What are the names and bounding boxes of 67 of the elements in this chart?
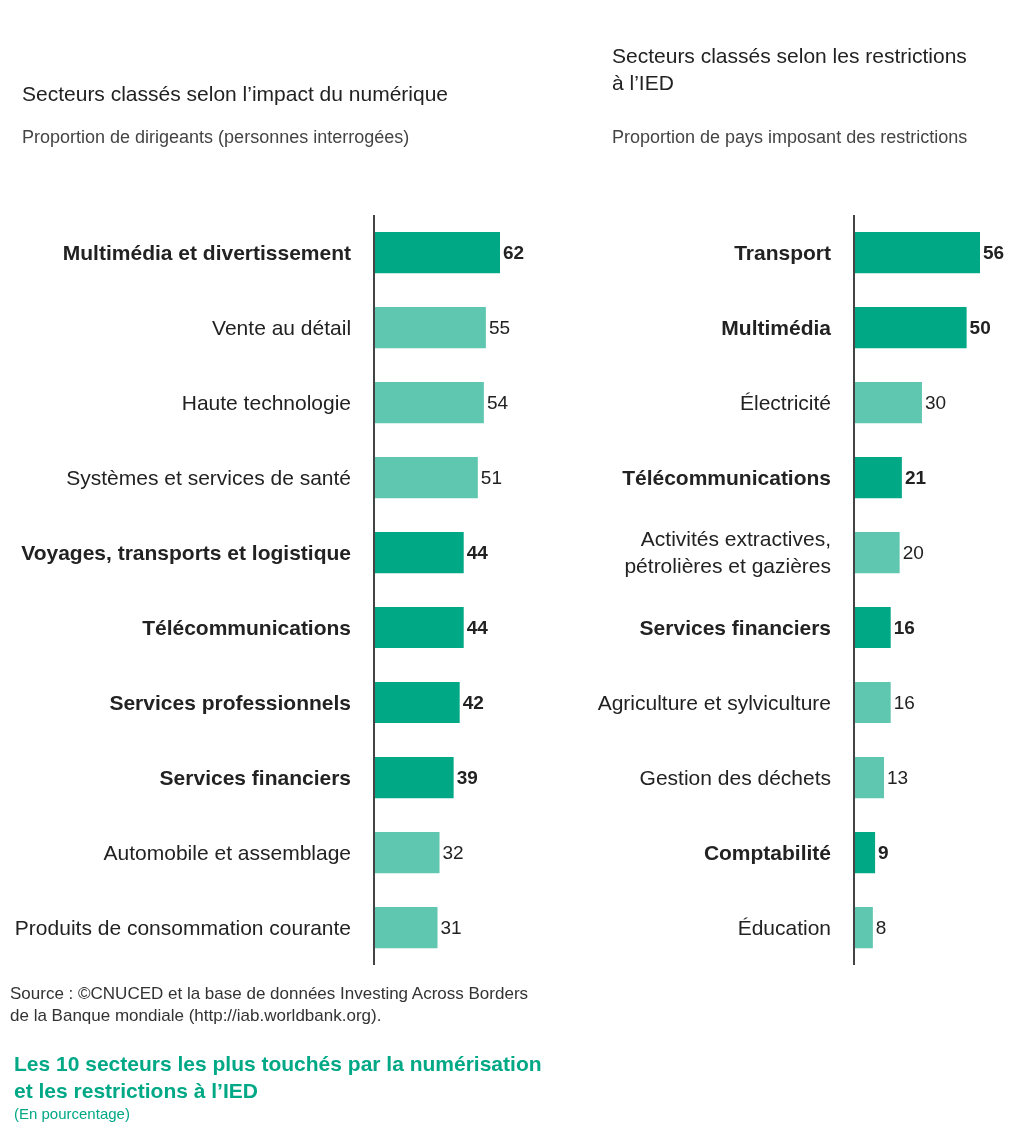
data-label: 50 <box>969 317 991 339</box>
bar <box>855 531 900 574</box>
y-tick-label: Produits de consommation courante <box>14 915 352 939</box>
bar <box>855 306 967 349</box>
y-tick-label: Services financiers <box>159 765 352 789</box>
data-label: 9 <box>878 842 889 864</box>
y-tick-label: Multimédia <box>721 315 832 339</box>
bar <box>855 906 873 949</box>
data-label: 54 <box>486 392 509 414</box>
chart-title: Secteurs classés selon les restrictions à l’IED <box>612 44 967 95</box>
bar <box>375 456 478 499</box>
y-tick-label: Automobile et assemblage <box>103 840 352 864</box>
bar <box>375 681 460 724</box>
y-tick-label: Éducation <box>737 915 832 939</box>
bar <box>375 756 454 799</box>
data-label: 30 <box>924 392 947 414</box>
data-label: 51 <box>480 467 502 489</box>
y-tick-label: Télécommunications <box>622 465 832 489</box>
data-label: 13 <box>887 767 909 789</box>
bar <box>375 906 438 949</box>
bar <box>855 456 902 499</box>
bar <box>375 306 486 349</box>
data-label: 56 <box>983 242 1005 264</box>
y-tick-label: Services financiers <box>639 615 832 639</box>
bar <box>855 231 980 274</box>
bar <box>855 756 885 799</box>
data-label: 55 <box>488 317 511 339</box>
data-label: 31 <box>440 917 462 939</box>
data-label: 20 <box>902 542 924 564</box>
chart-subtitle: Proportion de pays imposant des restrictions <box>612 127 968 147</box>
data-label: 44 <box>466 617 489 638</box>
bar <box>375 381 484 424</box>
y-tick-label: Comptabilité <box>703 840 832 864</box>
data-label: 21 <box>904 467 927 489</box>
y-tick-label: Multimédia et divertissement <box>62 240 352 264</box>
y-tick-label: Voyages, transports et logistique <box>21 540 352 564</box>
y-tick-label: Vente au détail <box>212 315 352 339</box>
bar <box>375 606 464 649</box>
data-label: 62 <box>503 242 525 264</box>
data-label: 39 <box>456 767 478 789</box>
text: Les 10 secteurs les plus touchés par la numérisation et les restrictions à l’IED <box>14 1052 542 1103</box>
y-tick-label: Transport <box>734 240 832 264</box>
y-tick-label: Électricité <box>740 390 832 414</box>
source-note: Source : ©CNUCED et la base de données Investing Across Borders de la Banque mondiale (http://iab.worldbank.org). <box>10 984 529 1026</box>
chart-title: Secteurs classés selon l’impact du numérique <box>22 82 449 105</box>
data-label: 16 <box>893 692 915 713</box>
data-label: 32 <box>442 842 464 864</box>
y-tick-label: Télécommunications <box>142 615 352 639</box>
y-tick-label: Activités extractives, pétrolières et gazières <box>624 527 832 578</box>
data-label: 44 <box>466 542 489 564</box>
y-tick-label: Agriculture et sylviculture <box>597 690 832 714</box>
bar <box>855 831 876 874</box>
bar <box>855 606 891 649</box>
data-label: 8 <box>875 917 887 939</box>
y-tick-label: Services professionnels <box>109 690 352 714</box>
y-tick-label: Systèmes et services de santé <box>66 465 352 489</box>
y-tick-label: Gestion des déchets <box>639 765 832 789</box>
data-label: 42 <box>462 692 484 713</box>
y-tick-label: Haute technologie <box>181 390 352 414</box>
bar <box>855 681 891 724</box>
bar <box>375 531 464 574</box>
bar <box>375 831 440 874</box>
bar <box>855 381 922 424</box>
bar <box>375 231 500 274</box>
text: Proportion de dirigeants (personnes interrogées) <box>22 127 410 147</box>
text: (En pourcentage) <box>14 1105 130 1122</box>
data-label: 16 <box>893 617 915 638</box>
